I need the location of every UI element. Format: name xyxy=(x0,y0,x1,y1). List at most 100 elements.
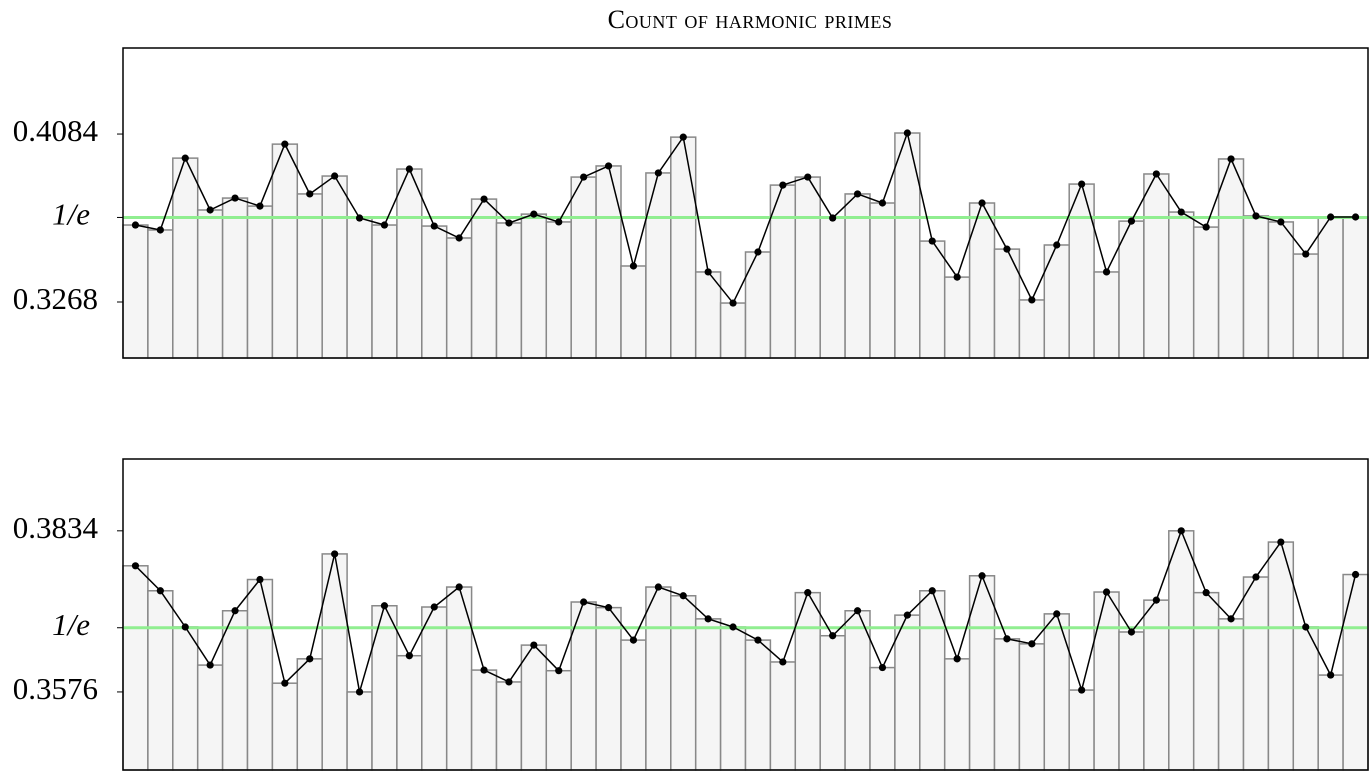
bar xyxy=(943,658,971,771)
bar xyxy=(769,184,797,359)
y-tick-label: 0.3268 xyxy=(13,281,98,316)
bar xyxy=(421,606,448,771)
point xyxy=(853,607,862,615)
bar xyxy=(645,586,672,771)
bar xyxy=(346,217,373,359)
bar xyxy=(744,251,772,359)
point xyxy=(1102,268,1111,276)
point xyxy=(231,194,239,202)
point xyxy=(1053,610,1061,618)
point xyxy=(380,221,389,229)
bar xyxy=(794,176,821,359)
point xyxy=(555,218,563,226)
point xyxy=(555,667,563,675)
point xyxy=(256,575,264,584)
bar xyxy=(396,654,423,771)
bar xyxy=(1168,211,1195,359)
bar xyxy=(1093,271,1120,359)
bar xyxy=(1267,541,1295,771)
point xyxy=(156,226,164,234)
point xyxy=(1327,213,1335,221)
plot-frame xyxy=(122,458,1369,771)
point xyxy=(1078,686,1086,694)
bar xyxy=(520,213,548,359)
bar xyxy=(620,265,647,359)
point xyxy=(953,655,961,663)
point xyxy=(480,195,488,203)
point xyxy=(405,165,413,173)
point xyxy=(629,636,638,644)
bar xyxy=(172,626,199,771)
point xyxy=(1227,155,1235,163)
point xyxy=(1202,589,1210,597)
bar xyxy=(595,165,622,359)
bar xyxy=(147,590,174,771)
bar xyxy=(894,132,921,359)
point xyxy=(1302,623,1310,631)
point xyxy=(779,181,787,189)
bar xyxy=(719,626,747,771)
bar xyxy=(1267,221,1295,359)
point xyxy=(704,615,712,623)
bar xyxy=(445,237,473,359)
point xyxy=(829,214,837,222)
point xyxy=(903,611,911,619)
point xyxy=(505,678,513,686)
point xyxy=(978,572,986,580)
point xyxy=(1127,628,1136,636)
bar xyxy=(470,669,498,771)
bar xyxy=(694,618,722,771)
point xyxy=(878,663,887,672)
bar xyxy=(1342,216,1369,359)
point xyxy=(729,623,737,631)
bar xyxy=(1317,674,1344,771)
point xyxy=(455,234,463,242)
bar xyxy=(1043,613,1070,771)
panel: 0.3268 1/e 0.4084 xyxy=(13,47,1369,359)
bar xyxy=(1018,299,1046,359)
point xyxy=(679,133,687,141)
point xyxy=(331,550,339,558)
bar xyxy=(993,638,1021,771)
bar xyxy=(321,175,348,359)
y-tick-label: 0.4084 xyxy=(13,113,99,148)
point xyxy=(1302,250,1310,258)
point xyxy=(1003,245,1011,253)
point xyxy=(231,607,239,615)
bar xyxy=(371,605,398,771)
point xyxy=(430,222,438,230)
bar xyxy=(1217,158,1245,359)
point xyxy=(355,214,364,222)
point xyxy=(256,202,264,210)
bar xyxy=(1217,618,1245,771)
bar xyxy=(894,614,921,771)
point xyxy=(654,583,662,591)
point xyxy=(928,237,936,245)
point xyxy=(1277,218,1285,226)
bar xyxy=(943,276,971,359)
bar xyxy=(1317,216,1344,359)
bar xyxy=(221,610,249,771)
bar xyxy=(595,606,622,771)
point xyxy=(206,661,214,669)
bar xyxy=(1118,220,1145,359)
point xyxy=(355,688,364,696)
y-tick-label: 0.3834 xyxy=(13,510,99,545)
bar xyxy=(1168,530,1195,771)
point xyxy=(629,262,638,270)
point xyxy=(779,658,787,666)
plot-frame xyxy=(122,47,1369,359)
bar xyxy=(147,229,174,359)
point xyxy=(704,268,712,276)
point xyxy=(1078,180,1086,188)
bar xyxy=(122,224,149,359)
bar xyxy=(172,157,199,359)
point xyxy=(1351,570,1360,579)
bar xyxy=(869,202,896,359)
point xyxy=(1252,212,1260,220)
bar xyxy=(1118,631,1145,771)
bar xyxy=(221,197,249,359)
point xyxy=(604,604,613,612)
